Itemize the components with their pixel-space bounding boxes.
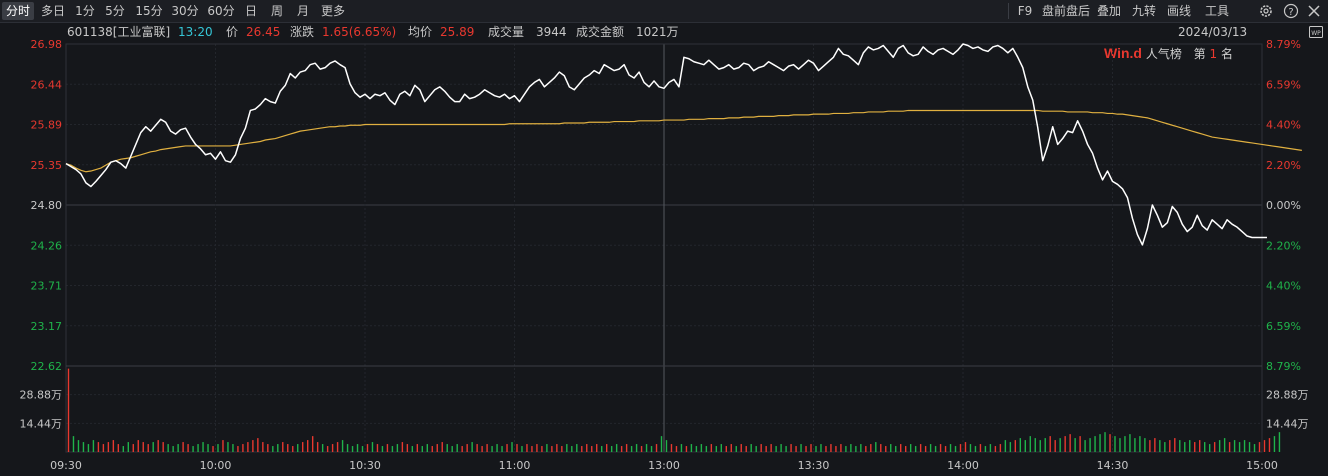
x-tick-label: 15:00 <box>1246 459 1278 472</box>
price-line <box>65 43 1267 246</box>
x-tick-label: 13:30 <box>798 459 830 472</box>
amount-label: 成交金额 <box>576 25 625 39</box>
x-tick-label: 09:30 <box>50 459 82 472</box>
period-tab-7[interactable]: 日 <box>244 4 257 18</box>
price-label: 价 <box>226 25 239 39</box>
quote-time: 13:20 <box>178 25 213 39</box>
y-left-tick-label: 25.35 <box>31 159 63 172</box>
chart-frame <box>65 43 1263 453</box>
help-icon[interactable]: ? <box>1283 3 1299 19</box>
change-label: 涨跌 <box>290 25 315 39</box>
y-left-tick-label: 23.17 <box>31 320 63 333</box>
close-icon[interactable] <box>1306 3 1322 19</box>
y-right-tick-label: 0.00% <box>1266 199 1301 212</box>
tool-btn-5[interactable]: 工具 <box>1204 4 1229 18</box>
y-left-tick-label: 24.26 <box>31 239 63 252</box>
wind-logo: Win.d <box>1104 45 1142 61</box>
tool-btn-0[interactable]: F9 <box>1017 4 1033 18</box>
volume-tick-left: 28.88万 <box>20 389 63 402</box>
y-right-tick-label: 2.20% <box>1266 239 1301 252</box>
period-tab-5[interactable]: 30分 <box>171 4 199 18</box>
period-tab-1[interactable]: 多日 <box>40 4 65 18</box>
volume-tick-right: 28.88万 <box>1266 389 1309 402</box>
tool-btn-3[interactable]: 九转 <box>1131 4 1156 18</box>
y-right-tick-label: 6.59% <box>1266 320 1301 333</box>
wp-icon[interactable]: WP <box>1308 24 1324 40</box>
period-tab-0[interactable]: 分时 <box>2 2 34 20</box>
x-tick-label: 13:00 <box>648 459 680 472</box>
y-left-tick-label: 24.80 <box>31 199 63 212</box>
y-right-tick-label: 2.20% <box>1266 159 1301 172</box>
tool-btn-4[interactable]: 画线 <box>1166 4 1191 18</box>
volume-value: 3944 <box>536 25 567 39</box>
period-toolbar: 分时 多日 1分 5分 15分 30分 60分日周月更多 F9 盘前盘后 叠加 九转 画线 工具? <box>0 0 1328 23</box>
rank-value: 1 <box>1209 47 1218 61</box>
y-left-tick-label: 22.62 <box>31 360 63 373</box>
change-value: 1.65(6.65%) <box>322 25 397 39</box>
x-tick-label: 10:00 <box>200 459 232 472</box>
amount-value: 1021万 <box>636 25 679 39</box>
volume-tick-left: 14.44万 <box>20 417 63 430</box>
period-tab-10[interactable]: 更多 <box>320 4 345 18</box>
tool-btn-1[interactable]: 盘前盘后 <box>1041 4 1090 18</box>
date-value: 2024/03/13 <box>1178 25 1248 39</box>
y-left-tick-label: 25.89 <box>31 119 63 132</box>
y-right-tick-label: 8.79% <box>1266 38 1301 51</box>
y-left-tick-label: 23.71 <box>31 280 63 293</box>
avg-price-label: 均价 <box>408 25 433 39</box>
gear-icon[interactable] <box>1258 3 1274 19</box>
period-tab-9[interactable]: 月 <box>296 4 309 18</box>
period-tab-2[interactable]: 1分 <box>75 4 95 18</box>
period-tab-4[interactable]: 15分 <box>135 4 163 18</box>
period-tab-6[interactable]: 60分 <box>207 4 235 18</box>
y-left-tick-label: 26.98 <box>31 38 63 51</box>
quote-info-bar: 601138[工业富联] 13:20 价 26.45 涨跌 1.65(6.65%… <box>0 23 1328 41</box>
tool-btn-2[interactable]: 叠加 <box>1096 4 1121 18</box>
wind-popularity-badge[interactable]: Win.d 人气榜 第 1 名 <box>1104 45 1233 62</box>
volume-label: 成交量 <box>488 25 525 39</box>
y-left-tick-label: 26.44 <box>31 78 63 91</box>
x-tick-label: 11:00 <box>499 459 531 472</box>
stock-code-name[interactable]: 601138[工业富联] <box>67 25 171 39</box>
y-right-tick-label: 8.79% <box>1266 360 1301 373</box>
avg-price-line <box>65 109 1302 173</box>
rank-suffix: 名 <box>1220 47 1233 61</box>
y-right-tick-label: 4.40% <box>1266 119 1301 132</box>
x-tick-label: 10:30 <box>349 459 381 472</box>
svg-text:?: ? <box>1288 7 1293 18</box>
volume-tick-right: 14.44万 <box>1266 417 1309 430</box>
svg-text:WP: WP <box>1311 30 1321 37</box>
period-tab-3[interactable]: 5分 <box>105 4 125 18</box>
y-right-tick-label: 6.59% <box>1266 78 1301 91</box>
x-tick-label: 14:00 <box>947 459 979 472</box>
x-tick-label: 14:30 <box>1097 459 1129 472</box>
period-tab-8[interactable]: 周 <box>270 4 283 18</box>
toolbar-divider <box>1008 3 1009 19</box>
y-right-tick-label: 4.40% <box>1266 280 1301 293</box>
price-value: 26.45 <box>246 25 281 39</box>
rank-prefix: 第 <box>1193 47 1206 61</box>
popularity-label: 人气榜 <box>1145 47 1182 61</box>
avg-price-value: 25.89 <box>440 25 475 39</box>
